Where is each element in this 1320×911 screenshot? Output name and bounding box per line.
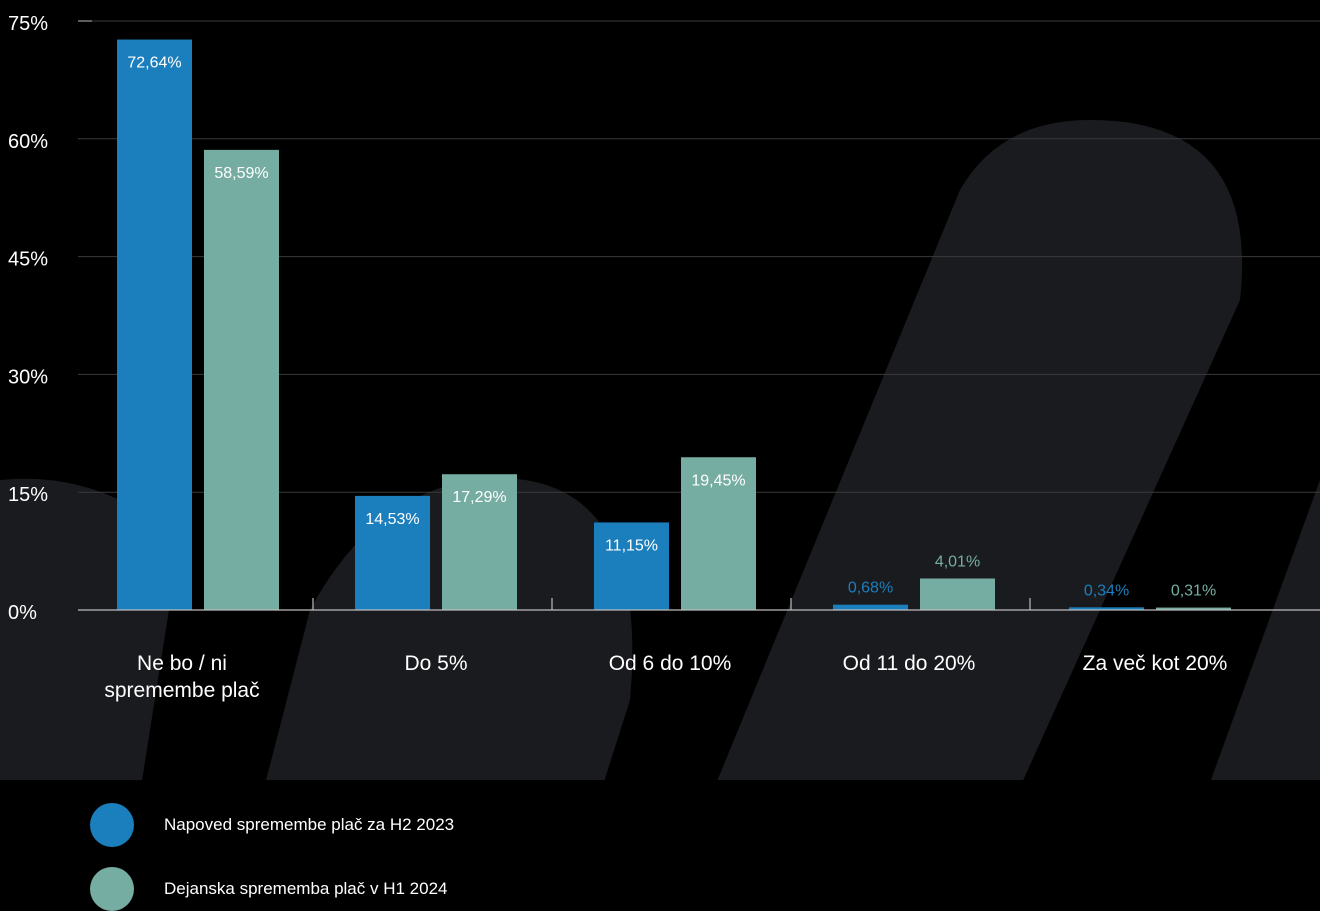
decor-shape-2: [1210, 480, 1320, 780]
y-tick-label: 45%: [8, 249, 48, 271]
x-tick-label: Ne bo / ni spremembe plač: [104, 652, 259, 702]
x-tick-label: Za več kot 20%: [1083, 652, 1228, 675]
bar-series-2: [204, 149, 279, 610]
data-label-series-1: 11,15%: [605, 537, 658, 554]
y-tick-label: 60%: [8, 131, 48, 153]
data-label-series-1: 72,64%: [127, 55, 181, 72]
legend-item-series-2: Dejanska sprememba plač v H1 2024: [90, 867, 447, 911]
bar-series-1: [833, 604, 908, 610]
bar-series-1: [1069, 607, 1144, 610]
y-tick-label: 75%: [8, 13, 48, 35]
x-tick-label: Od 6 do 10%: [609, 652, 732, 675]
bar-series-2: [1156, 607, 1231, 610]
y-tick-label: 30%: [8, 366, 48, 388]
legend-swatch-series-1: [90, 803, 134, 847]
legend-swatch-series-2: [90, 867, 134, 911]
legend-label-series-1: Napoved spremembe plač za H2 2023: [164, 815, 455, 834]
legend-item-series-1: Napoved spremembe plač za H2 2023: [90, 803, 454, 847]
decor-shape-3: [266, 478, 633, 780]
bar-series-2: [681, 457, 756, 610]
data-label-series-1: 0,34%: [1084, 582, 1129, 599]
decor-shape-1: [717, 120, 1243, 780]
data-label-series-1: 14,53%: [365, 511, 419, 528]
data-label-series-2: 4,01%: [935, 554, 980, 571]
bar-series-2: [920, 578, 995, 610]
data-label-series-2: 0,31%: [1171, 583, 1216, 600]
bar-series-2: [442, 474, 517, 610]
bar-chart: 0% 15% 30% 45% 60% 75% 72,64% 14,53% 11,15% 0,68…: [0, 13, 1320, 780]
y-tick-label: 15%: [8, 484, 48, 506]
x-tick-label: Do 5%: [404, 652, 467, 675]
bar-series-1: [594, 522, 669, 610]
y-tick-label: 0%: [8, 602, 37, 624]
data-label-series-1: 0,68%: [848, 580, 893, 597]
legend-label-series-2: Dejanska sprememba plač v H1 2024: [164, 879, 448, 898]
y-axis: 0% 15% 30% 45% 60% 75%: [8, 13, 92, 624]
x-tick-label: Od 11 do 20%: [843, 652, 976, 675]
data-label-series-2: 19,45%: [691, 472, 745, 489]
data-label-series-2: 17,29%: [452, 489, 506, 506]
data-label-series-2: 58,59%: [214, 165, 268, 182]
bar-series-1: [355, 495, 430, 610]
x-axis: Ne bo / ni spremembe plač Do 5% Od 6 do 10%…: [78, 598, 1320, 702]
bars: 72,64% 14,53% 11,15% 0,68% 0,34% 58,59% 17,29%…: [117, 39, 1231, 610]
bar-series-1: [117, 39, 192, 610]
